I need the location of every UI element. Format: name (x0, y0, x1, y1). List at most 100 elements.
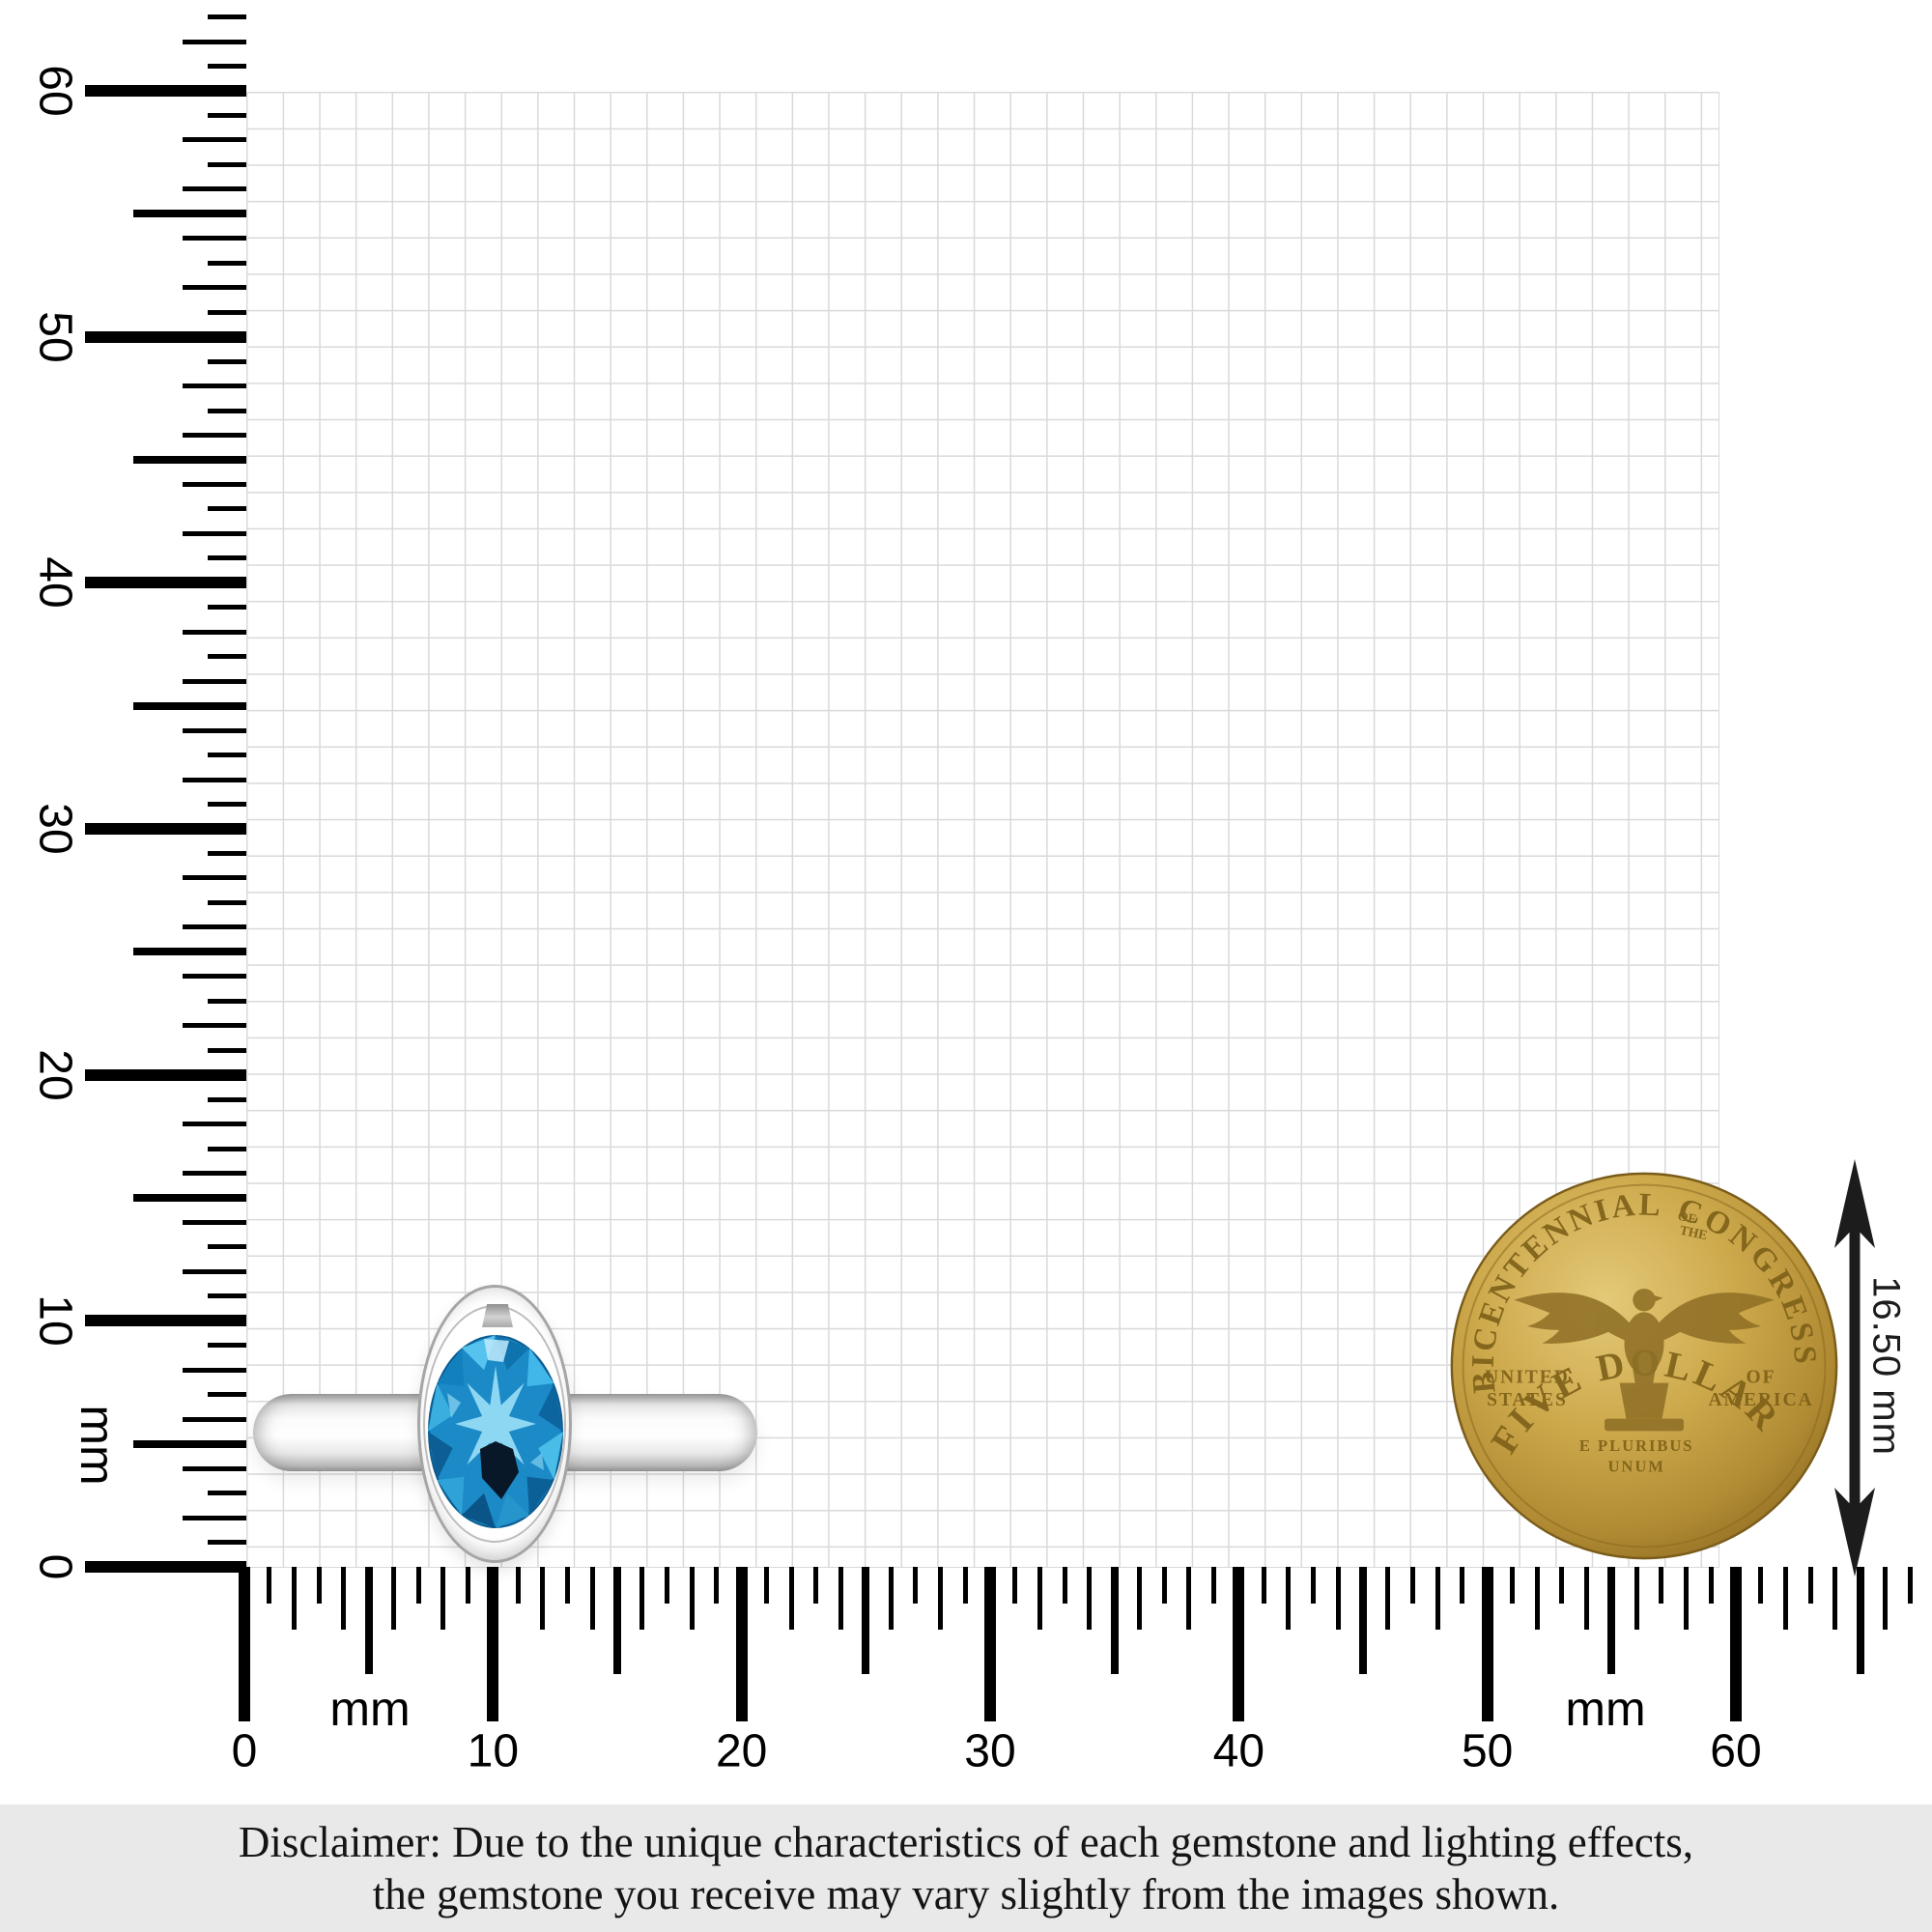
coin-dimension-arrow (1834, 1159, 1875, 1577)
v-ruler-tick (208, 555, 246, 561)
v-ruler-tick (183, 481, 246, 487)
h-ruler-tick (1311, 1567, 1317, 1604)
h-ruler-tick (1161, 1567, 1167, 1604)
v-ruler-tick (208, 802, 246, 808)
v-ruler-tick (208, 506, 246, 512)
v-ruler-tick (183, 1367, 246, 1373)
v-ruler-tick (208, 1244, 246, 1250)
h-ruler-number: 10 (467, 1725, 520, 1777)
v-ruler-tick (183, 1465, 246, 1471)
v-ruler-tick (183, 1122, 246, 1127)
v-ruler-tick (85, 822, 246, 835)
h-ruler-tick (1607, 1567, 1616, 1674)
v-ruler-tick (85, 1561, 246, 1573)
h-ruler-tick (515, 1567, 521, 1604)
v-ruler-tick (208, 408, 246, 413)
v-ruler-tick (208, 64, 246, 69)
v-ruler-tick (208, 1491, 246, 1496)
h-ruler-tick (1882, 1567, 1888, 1630)
disclaimer-line1: Disclaimer: Due to the unique characteri… (238, 1818, 1694, 1866)
h-ruler-tick (1807, 1567, 1813, 1604)
h-ruler-tick (1136, 1567, 1142, 1630)
h-ruler-tick (1435, 1567, 1440, 1630)
h-ruler-tick (888, 1567, 894, 1630)
v-ruler-tick (208, 654, 246, 660)
v-ruler-tick (183, 236, 246, 242)
h-ruler-number: 40 (1212, 1725, 1265, 1777)
h-ruler-tick (1087, 1567, 1093, 1630)
h-ruler-tick (1460, 1567, 1465, 1604)
v-ruler-tick (133, 455, 246, 464)
h-ruler-number: 30 (964, 1725, 1016, 1777)
h-ruler-unit-left: mm (329, 1682, 411, 1736)
h-ruler-tick (1659, 1567, 1664, 1604)
v-ruler-tick (208, 14, 246, 20)
v-ruler-tick (183, 1416, 246, 1422)
h-ruler-tick (1584, 1567, 1590, 1630)
h-ruler-number: 60 (1710, 1725, 1762, 1777)
coin-text-america: AMERICA (1709, 1390, 1814, 1410)
v-ruler-tick (208, 753, 246, 758)
v-ruler-tick (183, 137, 246, 143)
h-ruler-tick (838, 1567, 844, 1630)
h-ruler-tick (1335, 1567, 1341, 1630)
v-ruler-tick (208, 1392, 246, 1398)
v-ruler-tick (208, 112, 246, 118)
h-ruler-tick (664, 1567, 669, 1604)
h-ruler-number: 50 (1461, 1725, 1514, 1777)
h-ruler-tick (1509, 1567, 1515, 1604)
v-ruler-tick (183, 777, 246, 782)
v-ruler-tick (208, 260, 246, 266)
h-ruler-tick (714, 1567, 720, 1604)
h-ruler-tick (540, 1567, 546, 1630)
h-ruler-tick (1729, 1567, 1742, 1721)
h-ruler-tick (1385, 1567, 1391, 1630)
h-ruler-tick (735, 1567, 748, 1721)
h-ruler-tick (788, 1567, 794, 1630)
v-ruler-tick (208, 605, 246, 611)
coin-motto-line1: E PLURIBUS (1579, 1436, 1694, 1455)
v-ruler-tick (208, 1047, 246, 1053)
h-ruler-tick (316, 1567, 322, 1604)
h-ruler-tick (487, 1567, 499, 1721)
h-ruler-number: 0 (231, 1725, 258, 1777)
h-ruler-tick (364, 1567, 373, 1674)
h-ruler-tick (267, 1567, 272, 1604)
coin-diameter-label: 16.50 mm (1864, 1276, 1908, 1456)
v-ruler-tick (183, 1023, 246, 1029)
h-ruler-tick (1186, 1567, 1192, 1630)
coin-text-states: STATES (1487, 1390, 1568, 1410)
coin-motto-line2: UNUM (1608, 1457, 1665, 1475)
h-ruler-tick (341, 1567, 347, 1630)
h-ruler-tick (565, 1567, 571, 1604)
v-ruler-tick (183, 186, 246, 192)
h-ruler-tick (390, 1567, 396, 1630)
h-ruler-tick (1409, 1567, 1415, 1604)
h-ruler-tick (589, 1567, 595, 1630)
v-ruler-tick (183, 39, 246, 44)
v-ruler-tick (85, 1068, 246, 1081)
v-ruler-tick (183, 629, 246, 635)
v-ruler-tick (85, 577, 246, 589)
h-ruler-tick (763, 1567, 769, 1604)
h-ruler-tick (1481, 1567, 1493, 1721)
h-ruler-tick (1758, 1567, 1764, 1604)
v-ruler-tick (183, 1515, 246, 1520)
h-ruler-tick (1358, 1567, 1367, 1674)
h-ruler-tick (1012, 1567, 1018, 1604)
v-ruler-tick (133, 1193, 246, 1202)
h-ruler-tick (1233, 1567, 1245, 1721)
v-ruler-tick (183, 530, 246, 536)
h-ruler-tick (938, 1567, 944, 1630)
bezel-top-notch (482, 1304, 513, 1327)
v-ruler-tick (208, 1096, 246, 1102)
v-ruler-tick (85, 1315, 246, 1327)
v-ruler-tick (85, 84, 246, 97)
h-ruler-tick (1037, 1567, 1042, 1630)
h-ruler-tick (1634, 1567, 1639, 1630)
h-ruler-tick (612, 1567, 621, 1674)
h-ruler-tick (1286, 1567, 1292, 1630)
v-ruler-tick (183, 1268, 246, 1274)
h-ruler-tick (639, 1567, 645, 1630)
